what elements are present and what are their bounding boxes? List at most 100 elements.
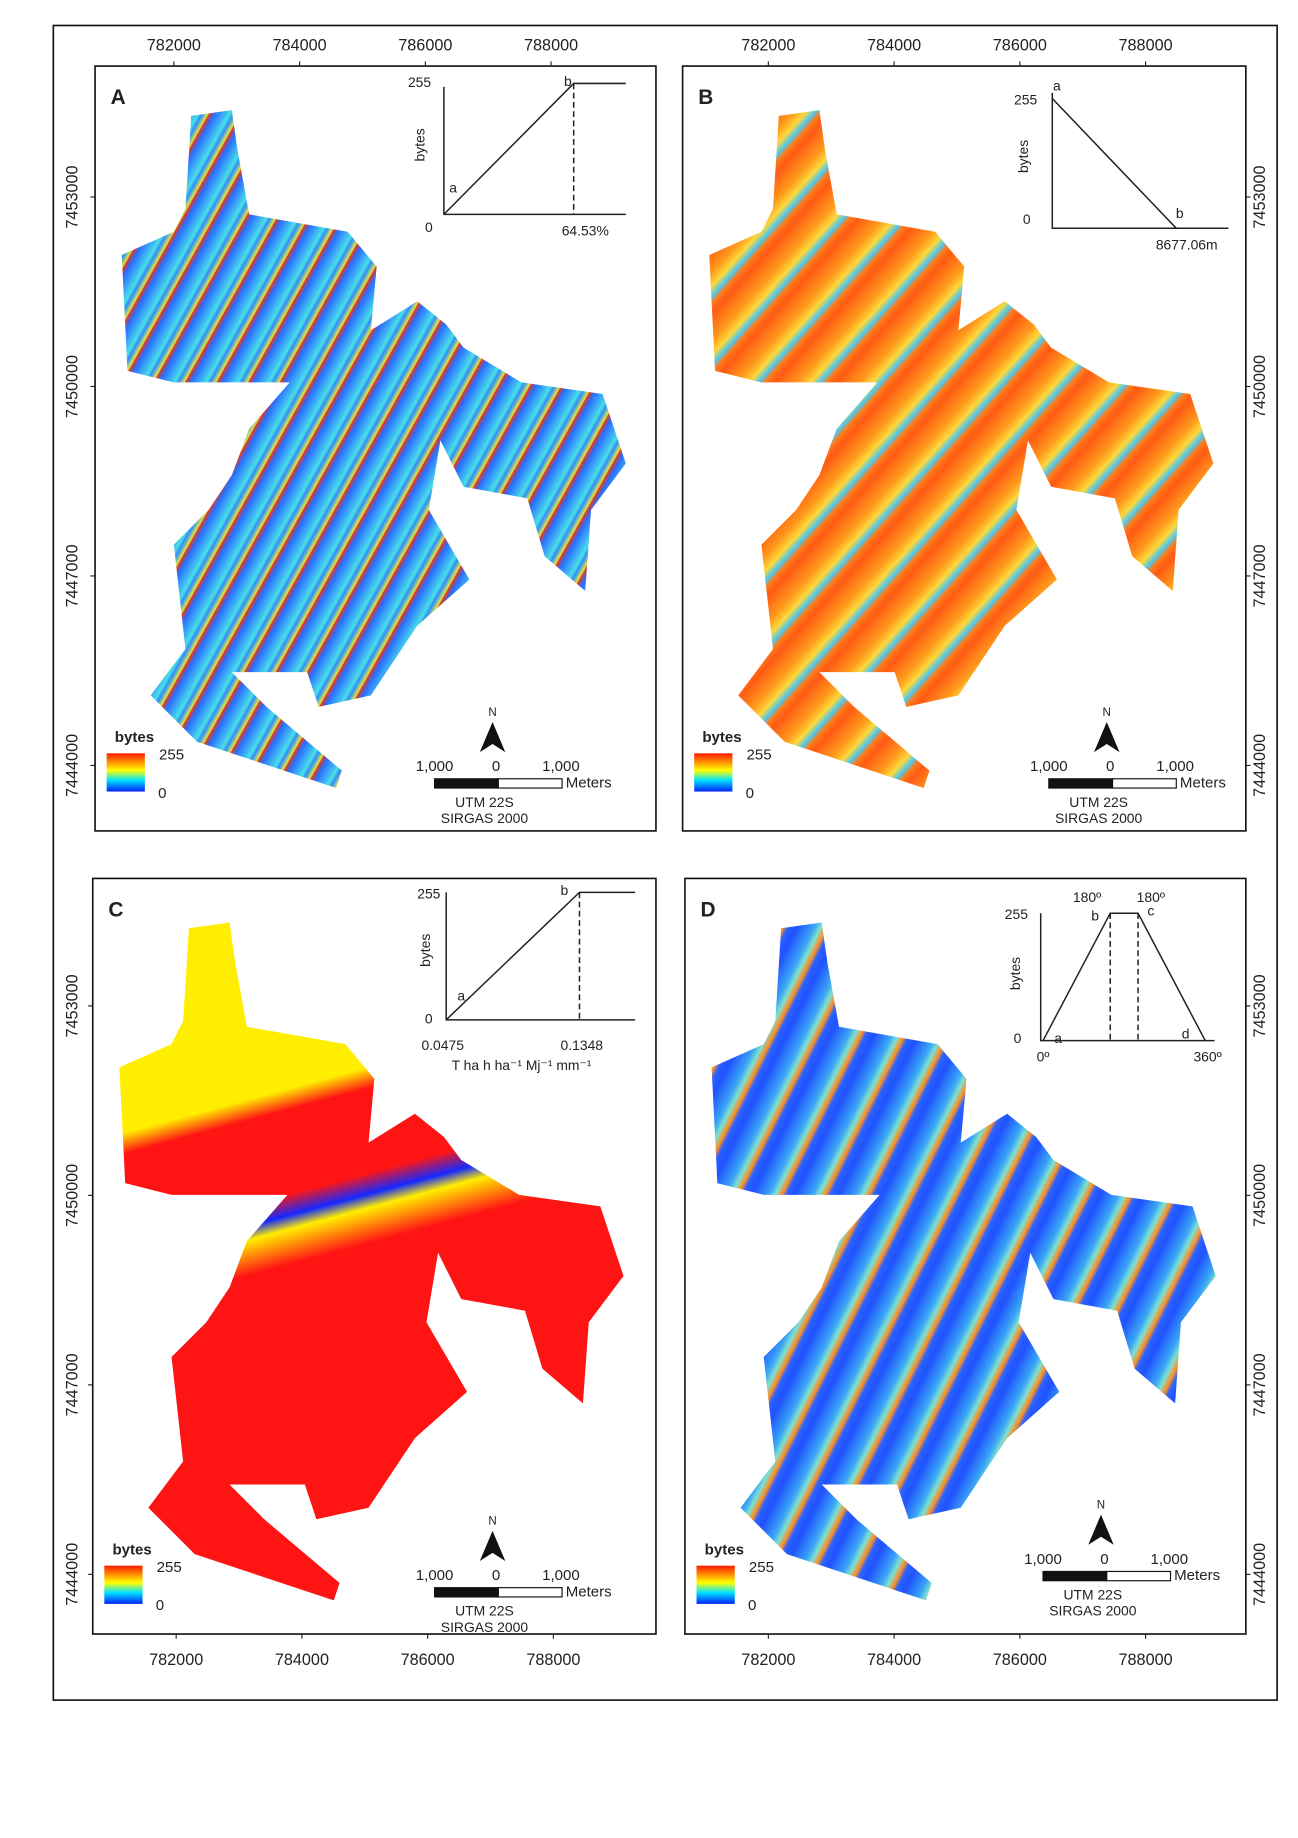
x-tick-label: 786000 bbox=[993, 1651, 1047, 1669]
legend-title: bytes bbox=[115, 729, 154, 746]
map-raster bbox=[711, 922, 1216, 1601]
inset-label: a bbox=[1053, 78, 1061, 94]
map-panel: D 782000 784000 786000 788000 7453000 7450000 7… bbox=[684, 877, 1269, 1669]
inset-label: 0º bbox=[1037, 1049, 1050, 1065]
map-panel: A 782000 784000 786000 788000 7453000 7450000 7… bbox=[63, 37, 657, 832]
y-tick-label: 7450000 bbox=[63, 355, 81, 418]
y-tick-label: 7450000 bbox=[1251, 1164, 1269, 1227]
inset-label: b bbox=[561, 882, 569, 898]
y-tick-label: 7447000 bbox=[1251, 1353, 1269, 1416]
inset-label: bytes bbox=[1007, 957, 1023, 990]
scale-unit: Meters bbox=[566, 1583, 612, 1600]
x-tick-label: 784000 bbox=[867, 37, 921, 55]
y-tick-label: 7453000 bbox=[63, 974, 81, 1037]
north-arrow bbox=[479, 721, 506, 753]
map-panel: B 782000 784000 786000 788000 7453000 7450000 7… bbox=[681, 37, 1269, 832]
inset-label: a bbox=[1054, 1030, 1062, 1046]
inset-label: 0.1348 bbox=[561, 1037, 604, 1053]
scale-label: 1,000 bbox=[1151, 1551, 1189, 1568]
inset-label: 64.53% bbox=[562, 222, 609, 238]
scale-bar-white bbox=[497, 1587, 563, 1598]
inset-label: 180º bbox=[1137, 889, 1165, 905]
legend-max: 255 bbox=[157, 1559, 182, 1576]
x-tick-label: 782000 bbox=[149, 1651, 203, 1669]
y-tick-label: 7450000 bbox=[1251, 355, 1269, 418]
map-panel: C 782000 784000 786000 788000 7453000 7450000 7… bbox=[63, 877, 657, 1669]
legend-min: 0 bbox=[748, 1597, 756, 1614]
inset-line bbox=[443, 86, 626, 216]
scale-bar-black bbox=[1042, 1570, 1108, 1582]
inset-label: 360º bbox=[1193, 1049, 1221, 1065]
y-tick-label: 7444000 bbox=[63, 734, 81, 797]
projection: UTM 22S bbox=[1064, 1586, 1123, 1602]
panel-frame bbox=[94, 65, 657, 832]
y-tick-label: 7447000 bbox=[1251, 544, 1269, 607]
inset-label: a bbox=[449, 180, 457, 196]
scale-bar-black bbox=[434, 778, 499, 789]
inset-line bbox=[445, 892, 636, 1021]
scale-bar-black bbox=[1048, 778, 1114, 789]
panel-frame bbox=[684, 877, 1247, 1635]
legend-colorbar bbox=[106, 753, 145, 792]
y-tick-label: 7444000 bbox=[1251, 1543, 1269, 1606]
inset-label: 255 bbox=[417, 885, 440, 901]
projection: SIRGAS 2000 bbox=[1055, 810, 1143, 826]
inset-label: d bbox=[1182, 1026, 1190, 1042]
legend-colorbar bbox=[104, 1565, 143, 1604]
legend-min: 0 bbox=[156, 1597, 164, 1614]
legend-max: 255 bbox=[159, 747, 184, 764]
outer-frame bbox=[52, 24, 1278, 1701]
scale-label: 1,000 bbox=[416, 1567, 454, 1584]
scale-unit: Meters bbox=[1180, 774, 1226, 791]
map-raster bbox=[119, 922, 624, 1601]
north-label: N bbox=[488, 1516, 496, 1528]
scale-unit: Meters bbox=[566, 774, 612, 791]
inset-label: b bbox=[1176, 205, 1184, 221]
panel-label: C bbox=[108, 898, 123, 921]
x-tick-label: 782000 bbox=[147, 37, 201, 55]
legend-max: 255 bbox=[747, 747, 772, 764]
x-tick-label: 784000 bbox=[273, 37, 327, 55]
north-label: N bbox=[1097, 1499, 1105, 1511]
inset-label: a bbox=[457, 987, 465, 1003]
legend-colorbar bbox=[696, 1565, 735, 1604]
panel-frame bbox=[681, 65, 1247, 832]
x-tick-label: 786000 bbox=[401, 1651, 455, 1669]
inset-label: bytes bbox=[417, 934, 433, 967]
legend-min: 0 bbox=[158, 785, 166, 802]
legend-title: bytes bbox=[112, 1542, 151, 1559]
map-raster bbox=[709, 110, 1214, 789]
inset-label: 0 bbox=[1014, 1030, 1022, 1046]
x-tick-label: 784000 bbox=[275, 1651, 329, 1669]
panel-label: A bbox=[111, 86, 126, 109]
y-tick-label: 7453000 bbox=[63, 165, 81, 228]
inset-line bbox=[1051, 97, 1177, 229]
legend-min: 0 bbox=[746, 785, 754, 802]
inset-label: b bbox=[564, 73, 572, 89]
y-tick-label: 7453000 bbox=[1251, 165, 1269, 228]
projection: SIRGAS 2000 bbox=[1049, 1603, 1137, 1619]
inset-label: b bbox=[1091, 907, 1099, 923]
scale-label: 0 bbox=[1100, 1551, 1108, 1568]
inset-label: T ha h ha⁻¹ Mj⁻¹ mm⁻¹ bbox=[452, 1057, 592, 1073]
x-tick-label: 782000 bbox=[741, 37, 795, 55]
inset-line bbox=[1042, 912, 1206, 1042]
inset-label: 255 bbox=[1014, 91, 1037, 107]
scale-label: 0 bbox=[492, 758, 500, 775]
inset-line bbox=[445, 891, 636, 1021]
north-arrow bbox=[479, 1530, 506, 1562]
inset-label: 255 bbox=[1005, 906, 1028, 922]
y-tick-label: 7447000 bbox=[63, 544, 81, 607]
panel-frame bbox=[91, 877, 657, 1635]
y-tick-label: 7444000 bbox=[1251, 734, 1269, 797]
scale-label: 1,000 bbox=[1030, 758, 1068, 775]
y-tick-label: 7447000 bbox=[63, 1353, 81, 1416]
y-tick-label: 7444000 bbox=[63, 1543, 81, 1606]
projection: UTM 22S bbox=[455, 794, 514, 810]
inset-label: bytes bbox=[411, 128, 427, 161]
inset-line bbox=[1051, 92, 1229, 230]
scale-bar-black bbox=[434, 1587, 499, 1598]
